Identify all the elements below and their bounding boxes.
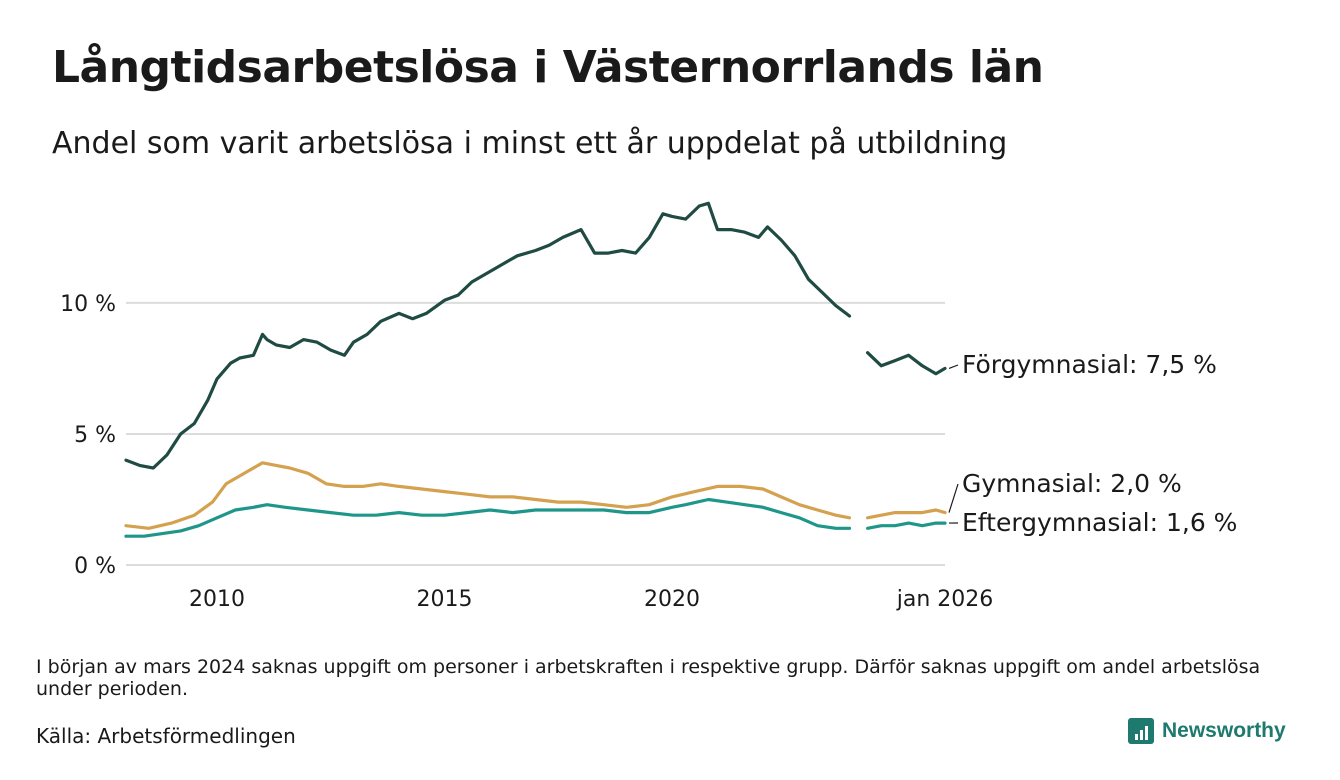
series-label-eftergymnasial: Eftergymnasial: 1,6 % <box>962 508 1237 537</box>
series-label-gymnasial: Gymnasial: 2,0 % <box>962 469 1182 498</box>
x-tick-label: 2010 <box>189 587 245 612</box>
brand-name: Newsworthy <box>1162 719 1286 742</box>
series-line-eftergymnasial <box>124 497 852 538</box>
y-tick-label: 0 % <box>74 554 116 579</box>
x-tick-label: 2020 <box>644 587 700 612</box>
footnote: I början av mars 2024 saknas uppgift om … <box>36 656 1261 700</box>
y-tick-label: 5 % <box>74 423 116 448</box>
source-text: Källa: Arbetsförmedlingen <box>36 724 296 748</box>
x-tick-label: jan 2026 <box>896 587 994 612</box>
line-chart: 0 % 5 % 10 % 2010 2015 2020 jan 2026 Förgymnasi… <box>60 201 1237 612</box>
series-line-förgymnasial <box>866 351 947 376</box>
series-line-eftergymnasial <box>866 521 947 530</box>
label-leader <box>948 364 959 370</box>
bar-chart-icon <box>1128 718 1154 744</box>
series-label-förgymnasial: Förgymnasial: 7,5 % <box>962 350 1217 379</box>
x-tick-label: 2015 <box>417 587 473 612</box>
chart-title: Långtidsarbetslösa i Västernorrlands län <box>52 42 1044 93</box>
y-tick-label: 10 % <box>60 292 116 317</box>
chart-subtitle: Andel som varit arbetslösa i minst ett å… <box>52 126 1008 161</box>
series-line-gymnasial <box>124 461 852 530</box>
label-leader <box>948 483 959 513</box>
series-line-gymnasial <box>866 508 947 520</box>
newsworthy-logo: Newsworthy <box>1128 718 1286 744</box>
series-line-förgymnasial <box>124 201 852 470</box>
